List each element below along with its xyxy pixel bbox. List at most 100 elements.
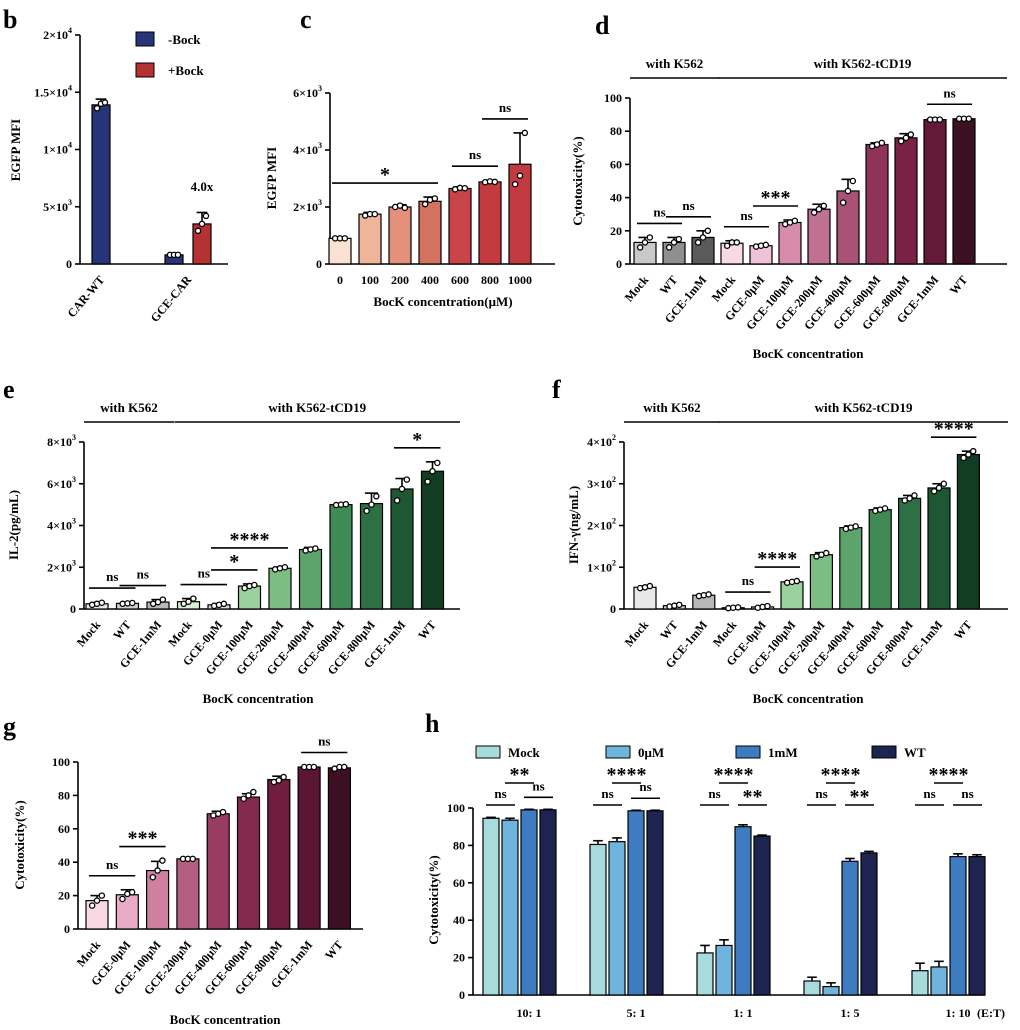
y-tick-label: 20 [453,951,465,965]
bar [809,554,834,610]
y-tick-label: 1×102 [587,558,616,574]
data-point [312,545,319,552]
bar [520,809,538,996]
data-point [101,99,109,106]
legend-label: 1mM [768,745,798,760]
bar [268,567,292,610]
data-point [516,172,524,179]
y-axis-label: IL-2(pg/mL) [6,490,21,560]
y-tick-label: 4×103 [293,141,322,157]
data-point [341,235,349,242]
bar [297,766,321,930]
y-tick-label: 0 [70,602,76,616]
significance-label: ns [815,786,827,801]
data-point [190,595,197,602]
bar [478,181,502,265]
y-tick-label: 60 [453,876,465,890]
tick-mantissa: 4×10 [293,143,318,157]
data-point [762,241,770,249]
significance-label: ns [682,198,694,213]
y-tick-label: 80 [58,788,70,802]
x-axis-label: BocK concentration [170,1012,282,1027]
significance-label: ns [943,85,955,100]
bar [715,944,733,996]
tick-mantissa: 1.5×10 [34,85,68,99]
data-point [907,131,915,138]
data-point [373,493,380,500]
data-point [670,239,678,246]
tick-exponent: 3 [68,198,72,207]
y-tick-label: 6×103 [47,475,76,491]
data-point [491,178,499,186]
data-point [401,204,409,212]
data-point [646,582,654,590]
group-label: with K562 [100,400,157,415]
legend-label: WT [904,745,926,760]
significance-label: ns [708,786,720,801]
data-point [342,500,350,508]
bar [236,796,261,930]
significance-label: * [412,429,422,451]
legend-swatch [135,31,155,47]
x-tick-label: 100 [361,273,379,287]
x-tick-label: WT [951,618,975,642]
data-point [189,855,196,863]
x-axis-label: BocK concentration [753,346,865,361]
x-axis-unit: (E:T) [977,1006,1005,1020]
y-axis-label: EGFP MFI [8,119,23,181]
data-point [98,599,106,606]
data-point [368,501,375,508]
data-point [704,227,712,235]
data-point [98,892,106,899]
data-point [198,220,206,228]
panel-g: 0 20 40 60 80 100 g Cytotoxicity(%) BocK concent… [3,712,363,1027]
bar [956,453,981,610]
y-tick-label: 6×103 [293,84,322,100]
tick-exponent: 3 [318,84,322,93]
significance-label: ns [469,147,481,162]
x-tick-label: Mock [622,618,652,650]
x-tick-label: 200 [391,273,409,287]
x-tick-label: 600 [451,273,469,287]
x-axis-label: BocK concentration [203,691,315,706]
significance-label: **** [757,548,797,570]
data-point [815,205,823,213]
data-point [275,777,283,784]
data-point [936,116,944,123]
bar [482,817,500,996]
tick-exponent: 3 [318,198,322,207]
bar [923,118,947,265]
data-point [733,239,741,246]
significance-label: **** [934,418,974,440]
y-tick-label: 1.5×104 [34,83,72,99]
y-tick-label: 2×103 [47,558,76,574]
group-label: with K562 [646,56,703,71]
tick-exponent: 4 [68,141,72,150]
x-tick-label: WT [947,273,971,297]
significance-label: ns [601,786,613,801]
data-point [699,234,707,241]
data-point [694,239,702,246]
bar [329,504,353,610]
x-tick-label: 800 [481,273,499,287]
data-point [424,478,431,485]
x-tick-label: 1000 [508,273,532,287]
data-point [119,895,126,903]
tick-exponent: 2 [612,433,616,442]
tick-mantissa: 5×10 [43,200,68,214]
data-point [965,451,972,458]
y-tick-label: 2×104 [43,26,72,42]
data-point [159,596,167,603]
legend-swatch [871,745,897,759]
significance-label: ns [740,208,752,223]
data-point [202,212,210,220]
x-tick-label: 0 [337,273,343,287]
data-point [240,795,247,802]
data-point [185,598,192,605]
y-tick-label: 0 [66,257,72,271]
significance-label: *** [761,187,791,209]
tick-mantissa: 4×10 [587,435,612,449]
tick-exponent: 3 [318,141,322,150]
y-tick-label: 0 [64,922,70,936]
data-point [911,492,918,499]
